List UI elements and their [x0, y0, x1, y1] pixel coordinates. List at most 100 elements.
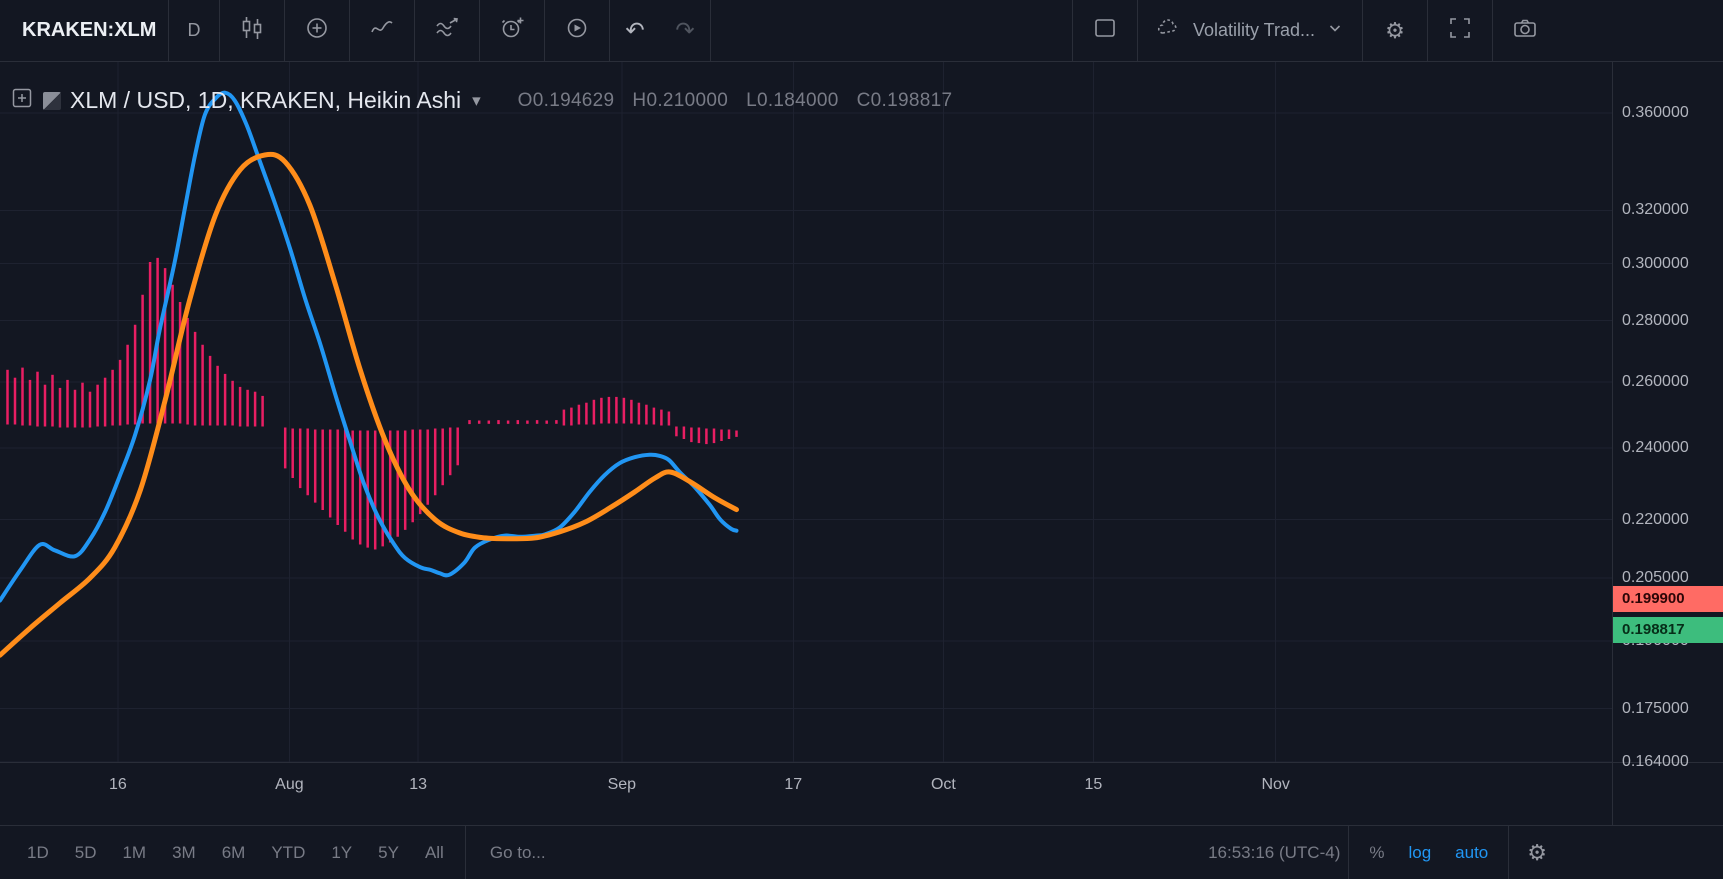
trend-line-icon — [368, 14, 396, 47]
top-toolbar: KRAKEN:XLM D — [0, 0, 1723, 62]
indicators-button[interactable] — [415, 0, 479, 61]
legend-dropdown-caret[interactable]: ▾ — [472, 90, 481, 110]
candles-icon — [238, 14, 266, 47]
chart-area: XLM / USD, 1D, KRAKEN, Heikin Ashi ▾ O0.… — [0, 62, 1723, 825]
undo-icon: ↶ — [625, 17, 645, 43]
auto-scale-button[interactable]: auto — [1455, 842, 1489, 862]
camera-icon — [1511, 14, 1539, 47]
range-6m-button[interactable]: 6M — [221, 842, 246, 862]
time-axis-label: Sep — [607, 776, 637, 793]
price-axis-label: 0.280000 — [1622, 311, 1689, 329]
range-5d-button[interactable]: 5D — [74, 842, 97, 862]
range-ytd-button[interactable]: YTD — [271, 842, 306, 862]
range-all-button[interactable]: All — [424, 842, 444, 862]
load-chart-layout-button[interactable]: Volatility Trad... — [1138, 0, 1362, 61]
toolbar-divider — [710, 0, 711, 61]
toolbar-divider — [1136, 0, 1138, 61]
percent-scale-button[interactable]: % — [1369, 842, 1385, 862]
toolbar-divider — [1427, 0, 1428, 61]
toolbar-divider — [1492, 0, 1493, 61]
toolbar-spacer — [711, 0, 1072, 61]
footer-divider — [1348, 825, 1350, 879]
toolbar-divider — [1071, 0, 1073, 61]
symbol-search-button[interactable]: KRAKEN:XLM — [0, 0, 168, 61]
redo-icon: ↷ — [675, 17, 695, 43]
close-value: C0.198817 — [856, 89, 953, 111]
toolbar-divider — [1362, 0, 1363, 61]
clock-label[interactable]: 16:53:16 (UTC-4) — [1208, 842, 1341, 862]
chart-type-button[interactable] — [220, 0, 284, 61]
toolbar-divider — [414, 0, 415, 61]
footer-divider — [464, 825, 466, 879]
go-to-date-button[interactable]: Go to... — [489, 842, 546, 862]
price-axis-label: 0.205000 — [1622, 569, 1689, 586]
fullscreen-icon — [1446, 14, 1474, 47]
gear-icon: ⚙ — [1385, 17, 1405, 43]
price-axis-label: 0.320000 — [1622, 201, 1689, 219]
price-axis[interactable]: 0.360000 0.320000 0.300000 0.280000 0.260000… — [1612, 62, 1723, 825]
toolbar-divider — [168, 0, 169, 61]
price-axis-label: 0.164000 — [1622, 753, 1689, 771]
add-symbol-icon[interactable] — [10, 86, 34, 115]
replay-icon — [563, 14, 591, 47]
volatility-histogram[interactable] — [6, 257, 738, 550]
price-axis-label: 0.220000 — [1622, 510, 1689, 528]
time-axis-label: 17 — [784, 776, 803, 793]
alert-button[interactable] — [480, 0, 544, 61]
price-axis-label: 0.360000 — [1622, 104, 1689, 122]
undo-button[interactable]: ↶ — [610, 0, 660, 61]
legend-title[interactable]: XLM / USD, 1D, KRAKEN, Heikin Ashi — [70, 87, 462, 113]
toolbar-divider — [219, 0, 220, 61]
toolbar-divider — [544, 0, 545, 61]
fullscreen-button[interactable] — [1428, 0, 1492, 61]
bar-replay-button[interactable] — [545, 0, 609, 61]
trend-line-tool-button[interactable] — [350, 0, 414, 61]
range-5y-button[interactable]: 5Y — [378, 842, 399, 862]
chevron-down-icon — [1324, 17, 1346, 44]
symbol-logo — [43, 91, 61, 110]
close-price-label: 0.198817 — [1613, 616, 1723, 643]
toolbar-divider — [284, 0, 285, 61]
price-axis-label: 0.260000 — [1622, 372, 1689, 390]
symbol-text: KRAKEN:XLM — [22, 19, 157, 41]
interval-button[interactable]: D — [187, 20, 201, 40]
price-axis-label: 0.175000 — [1622, 699, 1689, 717]
bottom-toolbar: 1D 5D 1M 3M 6M YTD 1Y 5Y All Go to... 16… — [0, 825, 1723, 879]
chart-grid — [0, 62, 1612, 762]
fast-ma-line[interactable] — [0, 90, 739, 603]
open-value: O0.194629 — [517, 89, 615, 111]
layout-square-icon — [1091, 14, 1119, 47]
range-1d-button[interactable]: 1D — [27, 842, 49, 862]
toolbar-divider — [609, 0, 610, 61]
chart-properties-button[interactable]: ⚙ — [1363, 0, 1427, 61]
chart-legend: XLM / USD, 1D, KRAKEN, Heikin Ashi ▾ O0.… — [10, 86, 952, 115]
log-scale-button[interactable]: log — [1408, 842, 1432, 862]
redo-button[interactable]: ↷ — [660, 0, 710, 61]
time-axis[interactable]: 16 Aug 13 Sep 17 Oct 15 Nov — [0, 762, 1723, 825]
slow-ma-line[interactable] — [0, 151, 739, 658]
chart-plot-area[interactable] — [0, 62, 1612, 762]
low-value: L0.184000 — [746, 89, 839, 111]
ohlc-values: O0.194629 H0.210000 L0.184000 C0.198817 — [518, 90, 953, 112]
footer-divider — [1508, 825, 1510, 879]
time-axis-label: 15 — [1084, 776, 1103, 793]
price-axis-label: 0.300000 — [1622, 254, 1689, 272]
waves-arrow-icon — [433, 14, 461, 47]
cloud-icon — [1154, 14, 1184, 47]
range-3m-button[interactable]: 3M — [172, 842, 196, 862]
range-1y-button[interactable]: 1Y — [331, 842, 353, 862]
price-axis-label: 0.240000 — [1622, 438, 1689, 456]
alert-clock-icon — [498, 14, 526, 47]
time-axis-label: 16 — [108, 776, 127, 793]
range-1m-button[interactable]: 1M — [122, 842, 147, 862]
select-layout-button[interactable] — [1073, 0, 1137, 61]
toolbar-right-pad — [1557, 0, 1723, 61]
scales-settings-button[interactable]: ⚙ — [1517, 841, 1557, 864]
compare-button[interactable] — [285, 0, 349, 61]
time-axis-label: 13 — [409, 776, 427, 793]
snapshot-button[interactable] — [1493, 0, 1557, 61]
last-price-label: 0.199900 — [1613, 585, 1723, 612]
high-value: H0.210000 — [632, 89, 729, 111]
time-axis-label: Oct — [930, 776, 956, 793]
